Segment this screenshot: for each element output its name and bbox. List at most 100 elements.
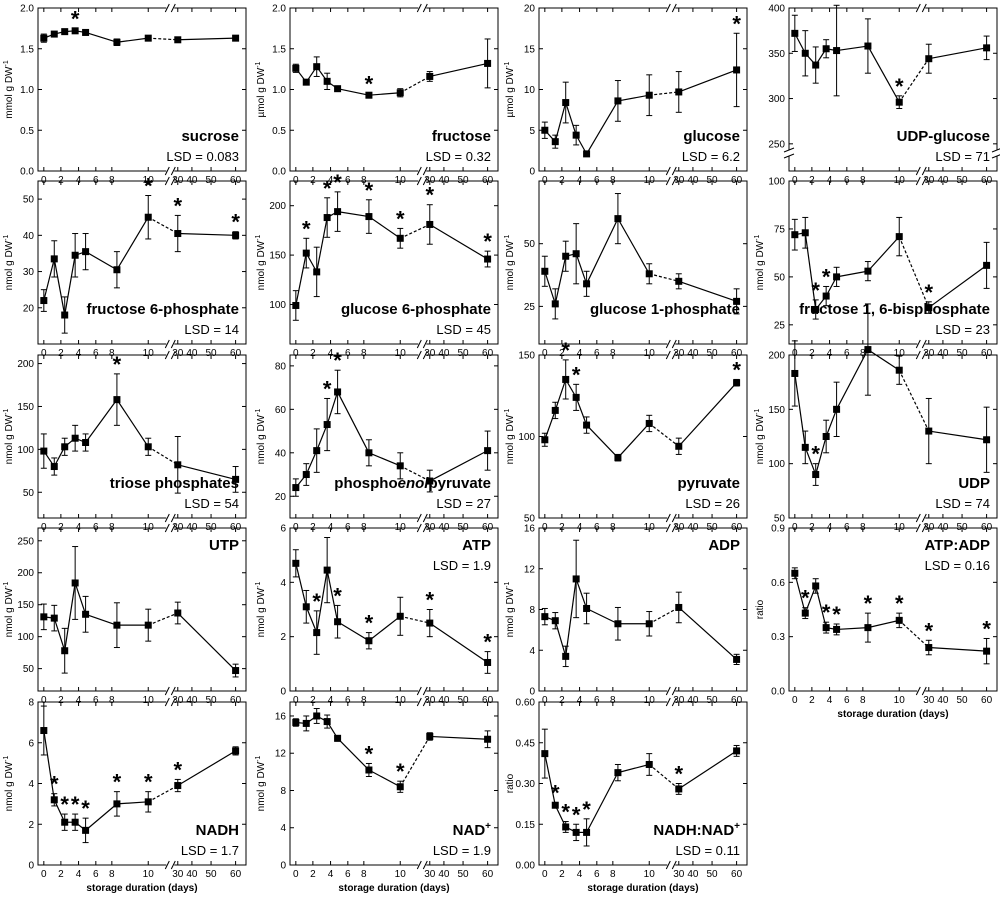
data-point xyxy=(675,603,683,611)
y-tick-label: 0 xyxy=(28,861,34,872)
metabolite-name: ATP:ADP xyxy=(924,537,990,554)
data-point xyxy=(551,801,559,809)
y-axis-label-text: nmol g DW xyxy=(256,414,267,464)
series-line-segment xyxy=(399,465,431,482)
series-line-segment xyxy=(85,399,118,443)
data-point xyxy=(174,36,182,44)
axis-break-mark xyxy=(416,350,422,360)
significance-star: * xyxy=(483,630,492,655)
axis-break-mark xyxy=(170,860,176,870)
significance-star: * xyxy=(113,770,122,795)
data-point xyxy=(82,28,90,36)
data-point xyxy=(675,277,683,285)
axis-break-gap xyxy=(667,168,676,174)
data-point xyxy=(484,255,492,263)
data-point xyxy=(426,619,434,627)
series-line-segment xyxy=(575,253,588,285)
data-point xyxy=(583,421,591,429)
x-tick-label: 4 xyxy=(328,869,334,880)
x-tick-label: 60 xyxy=(230,348,242,359)
data-point xyxy=(426,477,434,485)
axis-break-mark xyxy=(671,697,677,707)
y-tick-label: 5 xyxy=(529,126,535,137)
axis-break-mark xyxy=(170,176,176,186)
y-tick-label: 100 xyxy=(17,632,34,643)
data-point xyxy=(645,760,653,768)
data-point xyxy=(40,34,48,42)
axis-break-mark xyxy=(170,686,176,696)
y-axis-label-superscript: -1 xyxy=(3,582,10,588)
significance-star: * xyxy=(144,173,153,198)
series-line-segment xyxy=(928,430,987,441)
series-line-segment xyxy=(337,88,370,96)
y-axis-label-text: nmol g DW xyxy=(755,240,766,290)
data-point xyxy=(895,616,903,624)
y-tick-label: 100 xyxy=(768,177,785,188)
data-point xyxy=(583,280,591,288)
significance-star: * xyxy=(396,206,405,231)
x-tick-label: 8 xyxy=(610,695,616,706)
series-line-segment xyxy=(648,764,680,790)
x-tick-label: 50 xyxy=(205,869,217,880)
y-tick-label: 100 xyxy=(17,445,34,456)
data-point xyxy=(396,234,404,242)
y-axis-label-superscript: -1 xyxy=(3,409,10,415)
series-line-segment xyxy=(586,607,619,625)
y-tick-label: 6 xyxy=(280,524,286,535)
data-point xyxy=(71,251,79,259)
axis-break-gap xyxy=(917,341,926,347)
y-tick-label: 6 xyxy=(28,738,34,749)
series-line-segment xyxy=(678,750,737,790)
data-point xyxy=(71,27,79,35)
data-point xyxy=(801,229,809,237)
axis-break-mark xyxy=(164,3,170,13)
x-tick-label: 2 xyxy=(559,869,565,880)
data-point xyxy=(675,785,683,793)
data-point xyxy=(791,29,799,37)
series-line-segment xyxy=(337,391,370,454)
plot-frame xyxy=(289,180,499,345)
y-axis-label-superscript: -1 xyxy=(504,582,511,588)
y-tick-label: 0.45 xyxy=(516,738,536,749)
y-tick-label: 8 xyxy=(28,698,34,709)
axis-break-mark xyxy=(422,686,428,696)
x-tick-label: 10 xyxy=(894,348,906,359)
series-line-segment xyxy=(867,349,900,371)
data-point xyxy=(614,454,622,462)
data-point xyxy=(733,379,741,387)
x-tick-label: 2 xyxy=(58,348,64,359)
data-point xyxy=(925,55,933,63)
series-line-segment xyxy=(43,730,55,800)
panel-nadh-nad-: 0.000.150.300.450.600 2 4 6 8 10 30 40 50 60ratio… xyxy=(505,697,748,894)
x-tick-label: 4 xyxy=(328,348,334,359)
data-point xyxy=(334,388,342,396)
lsd-label: LSD = 1.9 xyxy=(433,558,491,573)
series-line-segment xyxy=(53,617,66,651)
axis-break-gap xyxy=(166,5,175,11)
y-tick-label: 2 xyxy=(28,820,34,831)
data-point xyxy=(334,85,342,93)
metabolite-name: ADP xyxy=(708,537,740,554)
significance-star: * xyxy=(822,264,831,289)
data-point xyxy=(801,609,809,617)
series-line-segment xyxy=(399,75,431,94)
axis-break-mark xyxy=(665,860,671,870)
data-point xyxy=(323,77,331,85)
axis-break-mark xyxy=(921,350,927,360)
data-point xyxy=(484,735,492,743)
axis-break-mark xyxy=(170,166,176,176)
axis-break-mark xyxy=(915,686,921,696)
series-line-segment xyxy=(544,410,556,440)
x-tick-label: 60 xyxy=(981,348,993,359)
data-point xyxy=(614,97,622,105)
y-tick-label: 200 xyxy=(17,359,34,370)
y-tick-label: 0.5 xyxy=(20,126,34,137)
metabolite-name: NAD+ xyxy=(453,821,492,839)
x-tick-label: 50 xyxy=(457,695,469,706)
data-point xyxy=(113,396,121,404)
data-point xyxy=(983,436,991,444)
data-point xyxy=(396,89,404,97)
y-tick-label: 400 xyxy=(768,4,785,15)
data-point xyxy=(925,427,933,435)
